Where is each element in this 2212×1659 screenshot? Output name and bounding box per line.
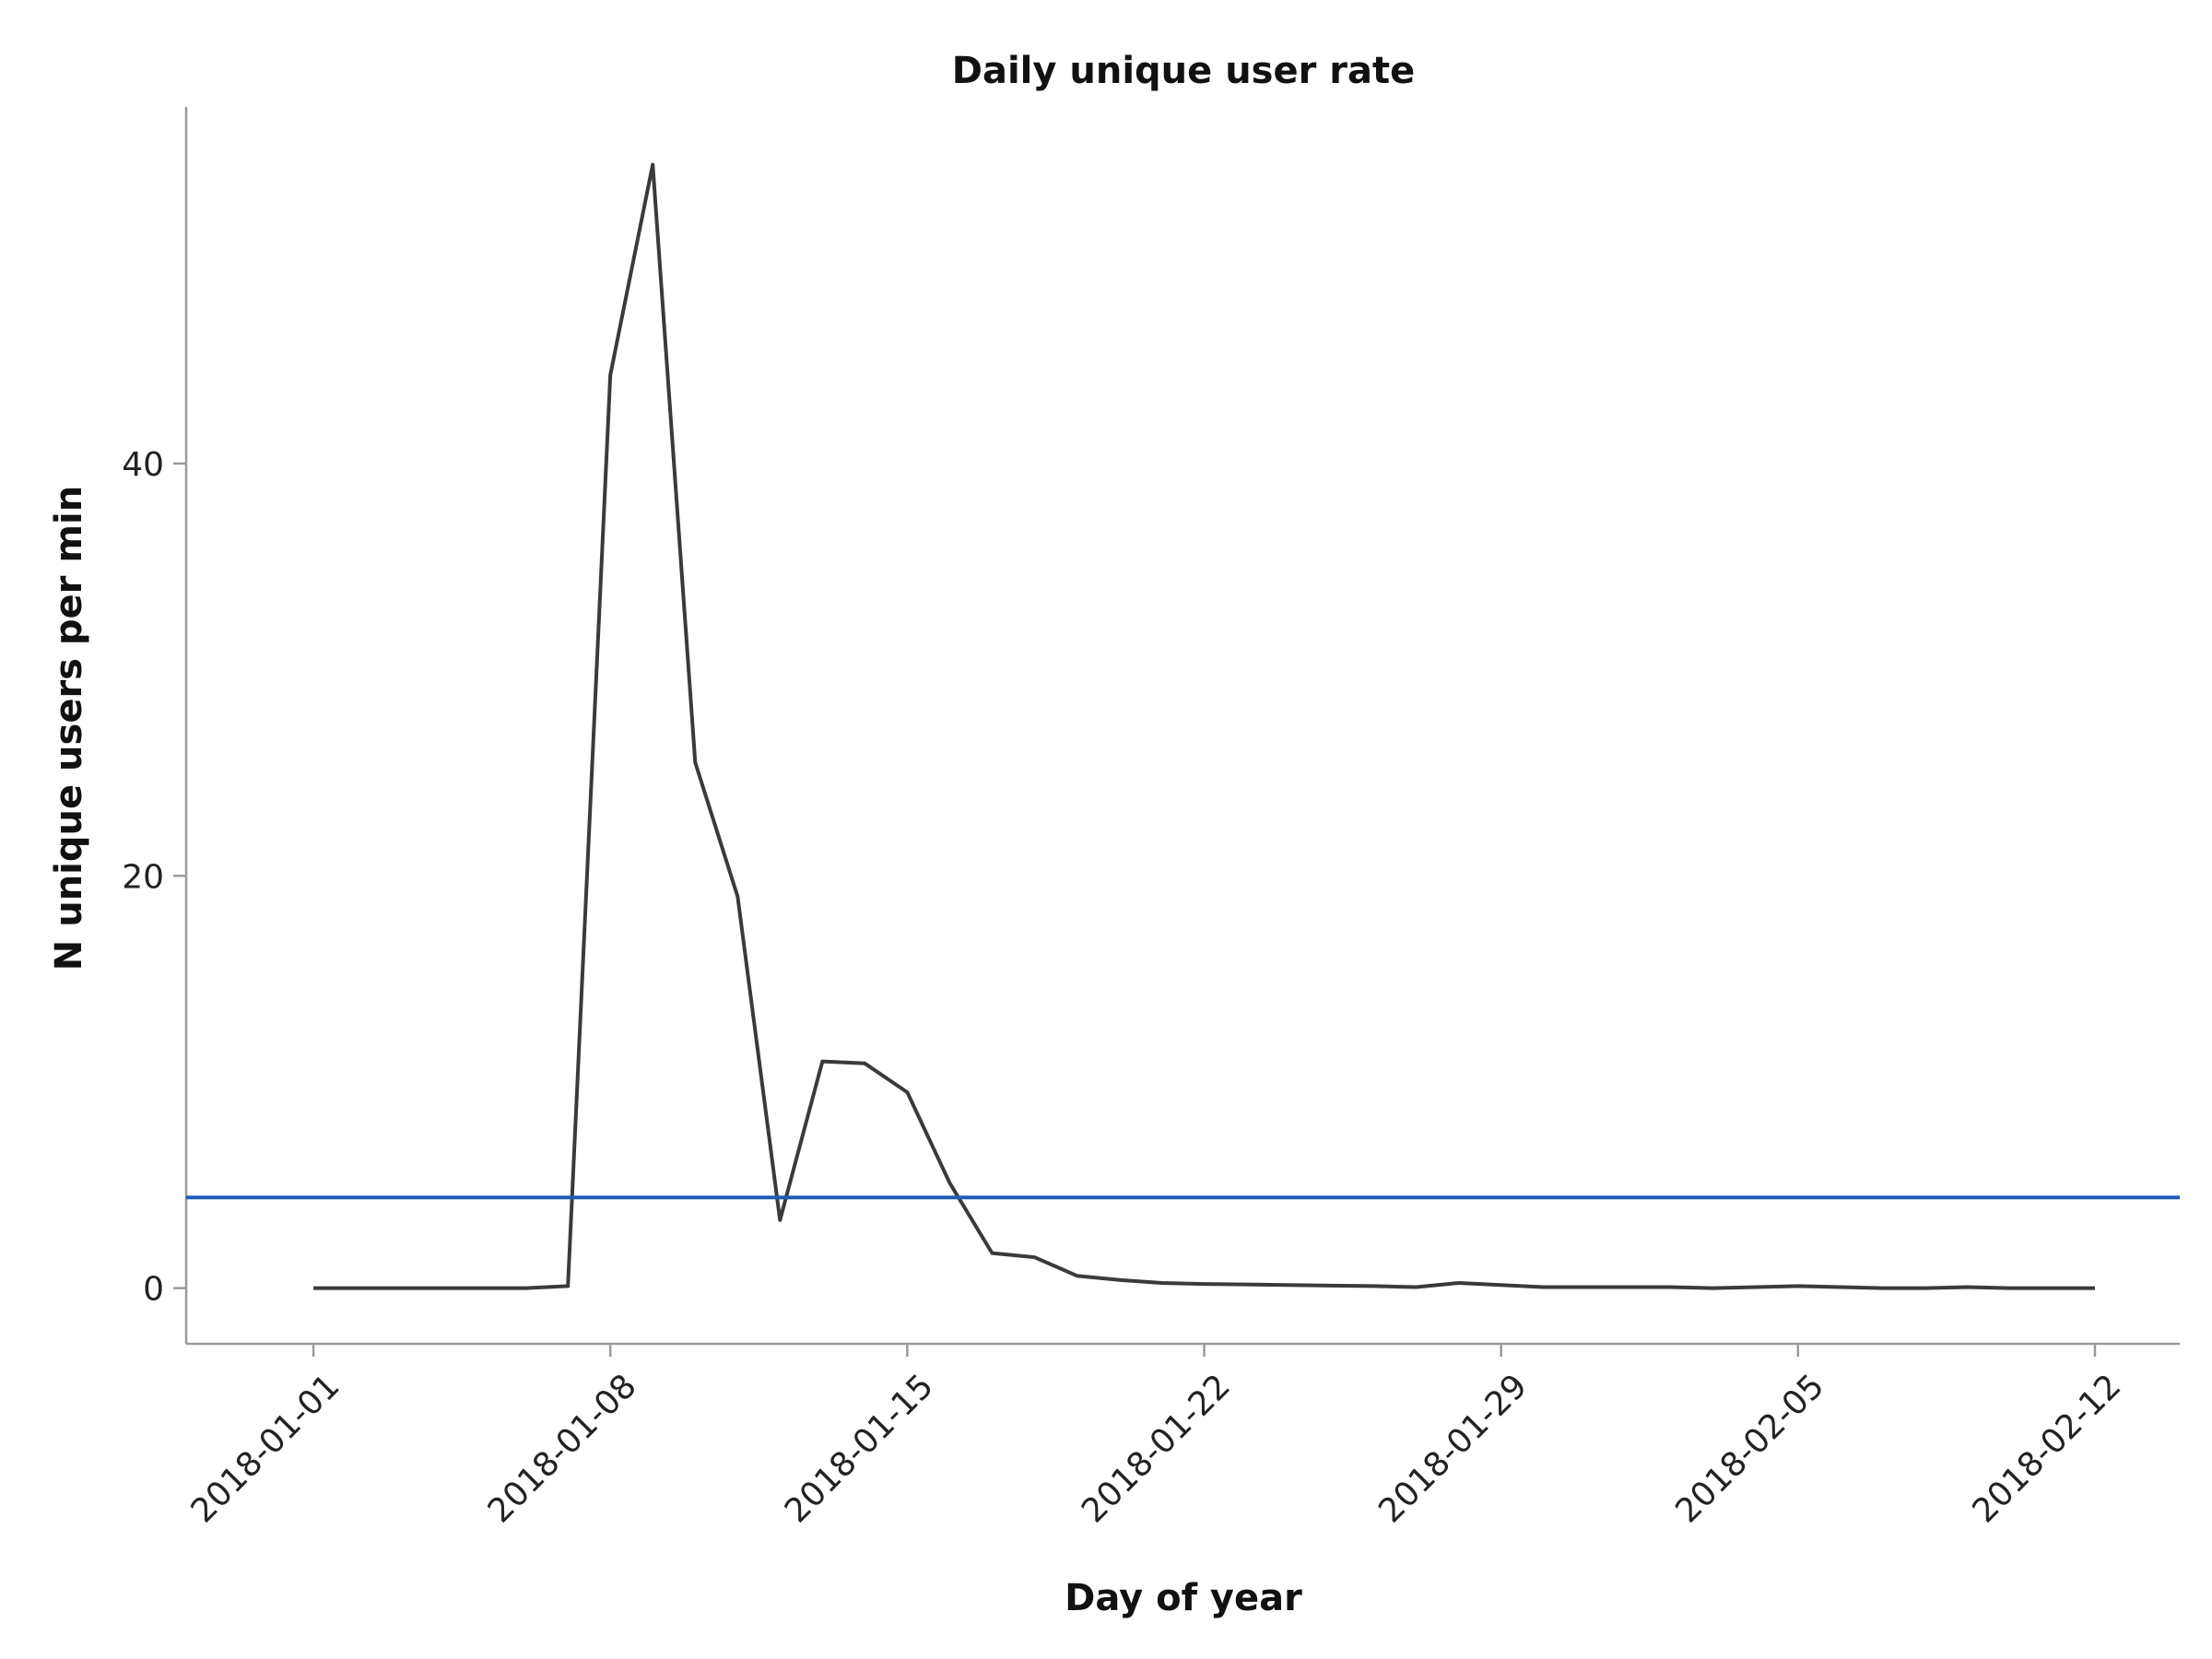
y-tick-label: 40: [122, 446, 164, 484]
plot-area: [186, 162, 2180, 1290]
y-axis-ticks: 0 20 40: [122, 446, 186, 1309]
x-tick-label: 2018-01-29: [1371, 1367, 1535, 1530]
x-tick-label: 2018-02-12: [1965, 1367, 2128, 1530]
x-tick-label: 2018-01-08: [481, 1367, 644, 1530]
x-tick-label: 2018-01-15: [778, 1367, 941, 1530]
y-tick-label: 20: [122, 858, 164, 896]
y-tick-label: 0: [143, 1271, 164, 1309]
x-axis-label: Day of year: [1065, 1577, 1302, 1619]
x-axis-ticks: 2018-01-01 2018-01-08 2018-01-15 2018-01-22…: [184, 1344, 2128, 1530]
chart-title: Daily unique user rate: [952, 50, 1415, 92]
x-tick-label: 2018-01-01: [184, 1367, 347, 1530]
x-tick-label: 2018-02-05: [1668, 1367, 1831, 1530]
x-tick-label: 2018-01-22: [1075, 1367, 1238, 1530]
series-line-0: [313, 162, 2095, 1290]
axes: [184, 107, 2180, 1346]
y-axis-label: N unique users per min: [48, 486, 90, 971]
